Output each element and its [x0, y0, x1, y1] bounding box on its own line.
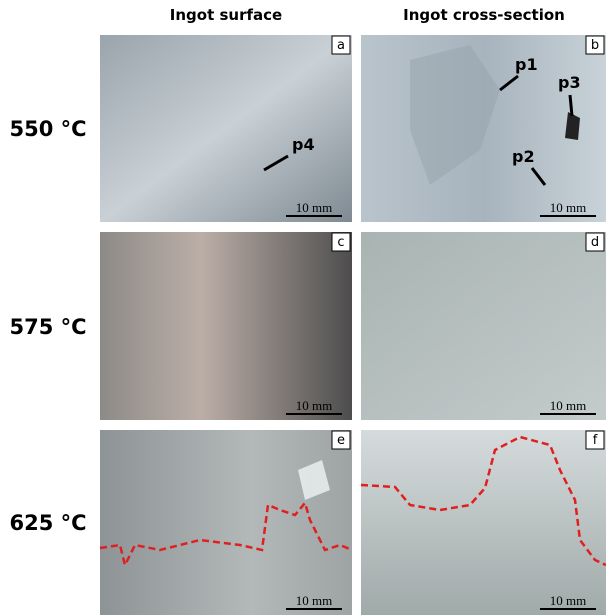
- row-label: 575 °C: [9, 315, 86, 339]
- annotation: p3: [558, 73, 581, 92]
- scale-bar-label: 10 mm: [550, 200, 586, 215]
- annotation: p1: [515, 55, 538, 74]
- column-header: Ingot cross-section: [403, 6, 565, 24]
- scale-bar-label: 10 mm: [296, 200, 332, 215]
- annotation: p2: [512, 147, 535, 166]
- panel-letter: a: [337, 38, 345, 53]
- photo: [100, 35, 352, 222]
- photo: [100, 430, 352, 615]
- scale-bar-label: 10 mm: [296, 593, 332, 608]
- panel-letter: d: [591, 235, 599, 250]
- photo: [100, 232, 352, 420]
- row-label: 550 °C: [9, 117, 86, 141]
- scale-bar-label: 10 mm: [550, 398, 586, 413]
- photo: [361, 232, 606, 420]
- figure: Ingot surface Ingot cross-section 550 °C…: [0, 0, 606, 615]
- column-header: Ingot surface: [170, 6, 282, 24]
- panel-letter: c: [337, 235, 344, 250]
- scale-bar-label: 10 mm: [550, 593, 586, 608]
- panel-letter: b: [591, 38, 599, 53]
- panel-letter: f: [593, 433, 598, 448]
- annotation: p4: [292, 135, 315, 154]
- row-label: 625 °C: [9, 511, 86, 535]
- scale-bar-label: 10 mm: [296, 398, 332, 413]
- arrow: [570, 95, 572, 116]
- panel-letter: e: [337, 433, 345, 448]
- photo: [361, 430, 606, 615]
